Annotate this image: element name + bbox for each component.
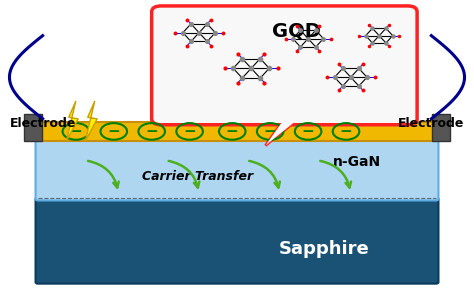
Text: −: −	[340, 124, 352, 139]
Text: −: −	[264, 124, 276, 139]
Text: −: −	[302, 124, 314, 139]
Text: −: −	[70, 124, 82, 139]
FancyBboxPatch shape	[152, 6, 417, 125]
Bar	[432, 114, 450, 141]
Bar	[38, 122, 436, 141]
Text: n-GaN: n-GaN	[332, 155, 381, 169]
Text: Electrode: Electrode	[398, 117, 465, 130]
Text: GQD: GQD	[272, 22, 321, 41]
Polygon shape	[66, 101, 78, 141]
Text: −: −	[146, 124, 158, 139]
Text: Electrode: Electrode	[9, 117, 76, 130]
Text: −: −	[226, 124, 238, 139]
FancyBboxPatch shape	[36, 198, 438, 284]
Text: Sapphire: Sapphire	[279, 240, 370, 258]
Polygon shape	[265, 119, 299, 146]
Bar	[24, 114, 42, 141]
Text: −: −	[108, 124, 120, 139]
Polygon shape	[265, 119, 299, 146]
Polygon shape	[85, 101, 97, 141]
Text: Carrier Transfer: Carrier Transfer	[142, 170, 253, 183]
Text: −: −	[183, 124, 196, 139]
FancyBboxPatch shape	[36, 138, 438, 200]
